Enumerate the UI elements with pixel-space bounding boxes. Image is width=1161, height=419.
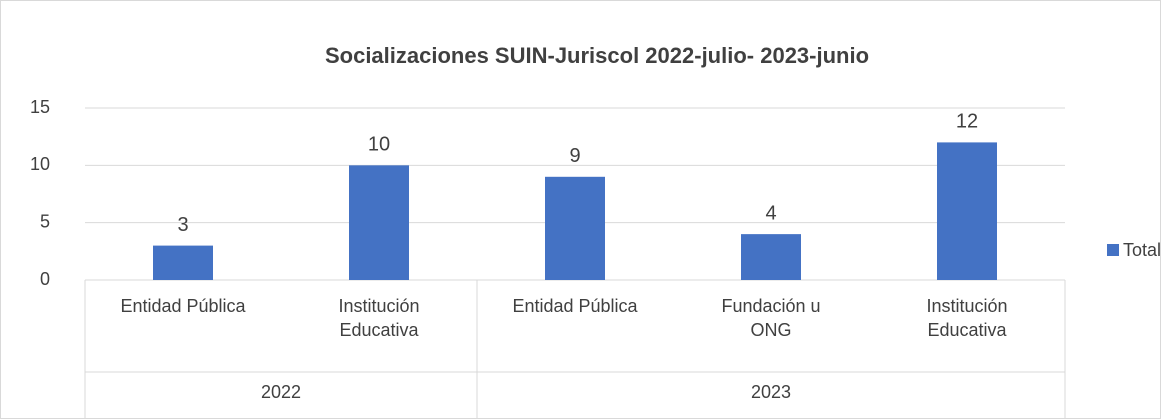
group-label: 2022 <box>261 382 301 402</box>
x-tick-label: Institución Educativa <box>338 296 420 340</box>
y-tick-label: 15 <box>30 97 50 117</box>
y-tick-label: 5 <box>40 211 50 231</box>
x-tick-label: Entidad Pública <box>120 296 246 316</box>
legend-label: Total <box>1123 240 1161 260</box>
group-label: 2023 <box>751 382 791 402</box>
bar <box>349 165 409 280</box>
x-tick-label: Fundación u ONG <box>721 296 821 340</box>
value-label: 9 <box>569 145 580 167</box>
bar <box>153 245 213 280</box>
y-tick-label: 0 <box>40 269 50 289</box>
value-label: 3 <box>177 214 188 236</box>
value-label: 10 <box>368 134 390 156</box>
x-tick-label: Institución Educativa <box>926 296 1008 340</box>
value-label: 12 <box>956 111 978 133</box>
bar <box>741 234 801 280</box>
bar <box>937 142 997 280</box>
legend-swatch <box>1107 244 1119 256</box>
x-tick-label: Entidad Pública <box>512 296 638 316</box>
chart-title: Socializaciones SUIN-Juriscol 2022-julio… <box>325 43 869 68</box>
y-tick-label: 10 <box>30 154 50 174</box>
bar <box>545 176 605 280</box>
value-label: 4 <box>765 202 776 224</box>
